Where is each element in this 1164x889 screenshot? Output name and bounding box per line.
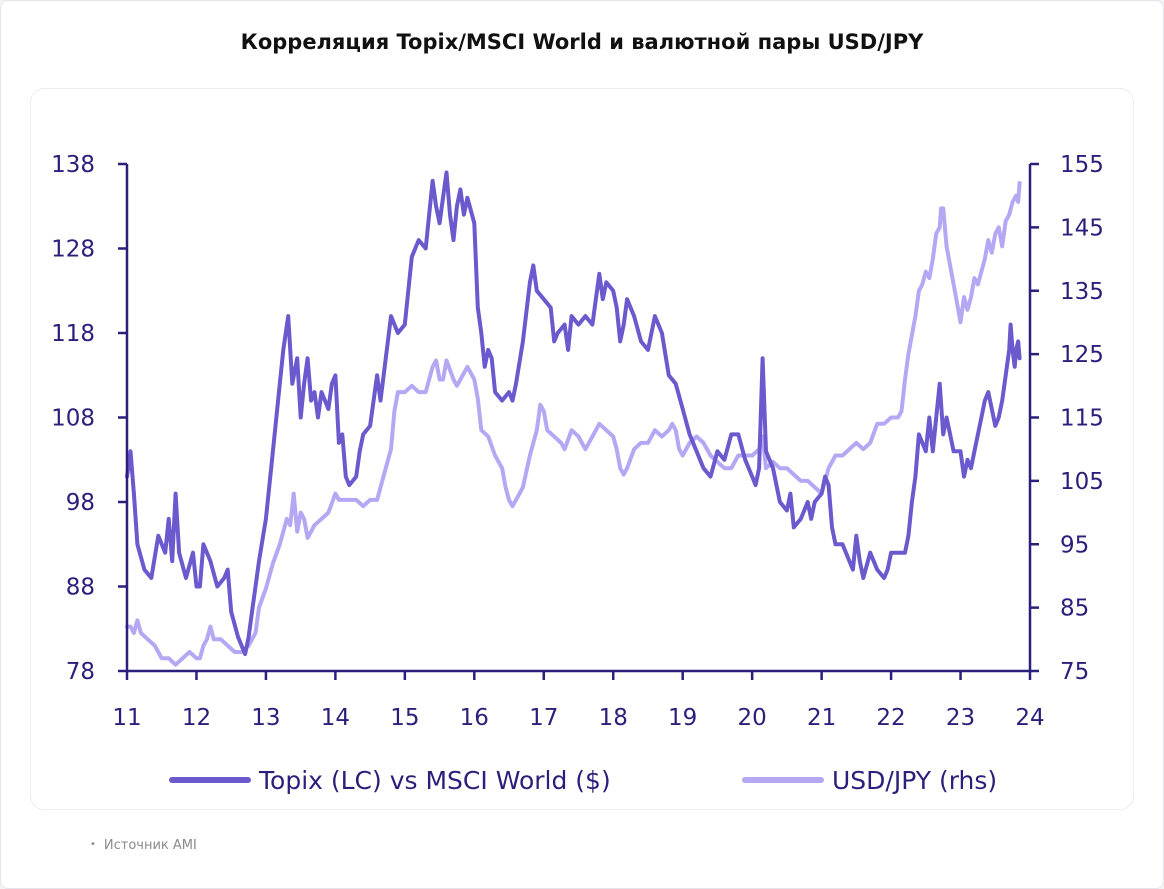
right-tick-label: 75: [1060, 659, 1089, 685]
right-tick-label: 115: [1060, 406, 1104, 432]
axis-layer: 138 128 118 108 98 88 78 155 145 135 125 115 105 95 85…: [51, 152, 1104, 731]
series-layer: [125, 170, 1022, 667]
x-tick-label: 19: [668, 705, 697, 731]
legend: Topix (LC) vs MSCI World ($) USD/JPY (rhs…: [169, 766, 997, 795]
legend-label-topix: Topix (LC) vs MSCI World ($): [258, 766, 611, 795]
left-tick-label: 118: [51, 321, 95, 347]
x-tick-label: 18: [599, 705, 628, 731]
right-tick-label: 95: [1060, 532, 1089, 558]
source-note: • Источник AMI: [90, 838, 197, 853]
x-tick-label: 16: [460, 705, 489, 731]
x-tick-label: 24: [1015, 705, 1044, 731]
series-line-topix: [125, 170, 1022, 657]
left-tick-label: 128: [51, 237, 95, 263]
legend-label-usdjpy: USD/JPY (rhs): [832, 766, 997, 795]
left-tick-label: 108: [51, 406, 95, 432]
right-tick-label: 85: [1060, 596, 1089, 622]
x-tick-label: 22: [876, 705, 905, 731]
chart-card: [30, 88, 1134, 810]
left-tick-label: 88: [66, 575, 95, 601]
right-tick-label: 125: [1060, 342, 1104, 368]
series-line-usdjpy: [125, 181, 1022, 667]
right-tick-label: 105: [1060, 469, 1104, 495]
x-tick-label: 23: [946, 705, 975, 731]
right-tick-label: 135: [1060, 279, 1104, 305]
x-tick-label: 14: [321, 705, 350, 731]
left-tick-label: 98: [66, 490, 95, 516]
bullet-icon: •: [90, 839, 96, 850]
x-tick-label: 15: [390, 705, 419, 731]
x-tick-label: 17: [529, 705, 558, 731]
page-title: Корреляция Topix/MSCI World и валютной п…: [240, 30, 924, 54]
x-tick-label: 21: [807, 705, 836, 731]
left-tick-label: 138: [51, 152, 95, 178]
right-tick-label: 155: [1060, 152, 1104, 178]
x-tick-label: 13: [251, 705, 280, 731]
x-tick-label: 12: [182, 705, 211, 731]
x-tick-label: 20: [738, 705, 767, 731]
source-text: Источник AMI: [103, 838, 197, 853]
left-tick-label: 78: [66, 659, 95, 685]
x-tick-label: 11: [112, 705, 141, 731]
right-tick-label: 145: [1060, 215, 1104, 241]
